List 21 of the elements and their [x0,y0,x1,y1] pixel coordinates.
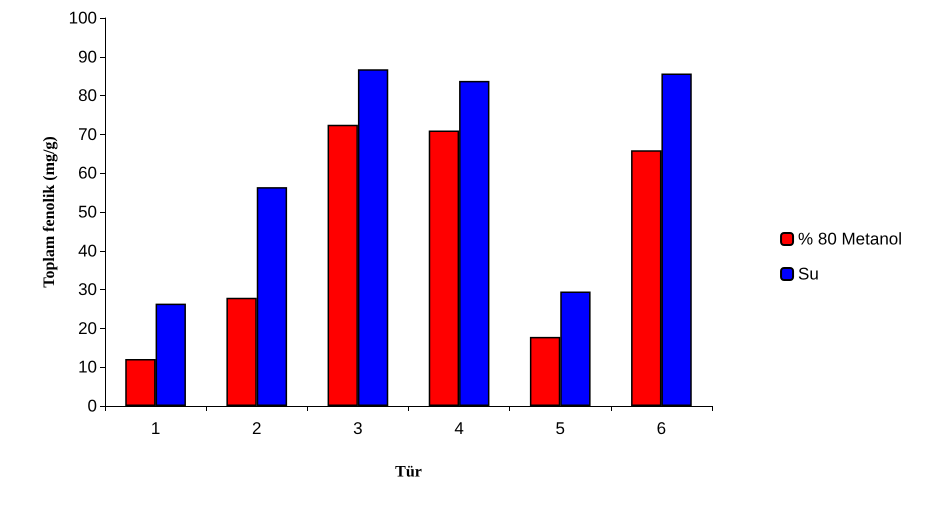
y-tick-label: 30 [78,280,97,300]
y-tick-label: 80 [78,86,97,106]
legend-label: % 80 Metanol [798,230,902,248]
y-tick-label: 60 [78,164,97,183]
y-axis-title: Toplam fenolik (mg/g) [41,136,58,288]
x-tick-label: 4 [454,419,464,438]
y-tick-label: 100 [68,8,97,28]
y-tick-label: 40 [78,241,97,260]
x-tick-label: 1 [150,419,160,438]
y-tick-label: 50 [78,202,97,222]
x-tick-label: 2 [252,419,262,438]
y-tick-label: 90 [78,47,97,66]
x-tick-label: 3 [353,419,363,438]
y-tick-label: 10 [78,358,97,377]
y-tick-label: 70 [78,124,97,144]
x-tick-label: 5 [556,419,565,438]
y-tick-label: 20 [78,318,97,338]
legend-label: Su [798,264,819,284]
x-axis-title: Tür [395,464,422,480]
y-tick-label: 0 [88,396,97,416]
x-tick-label: 6 [656,419,666,438]
